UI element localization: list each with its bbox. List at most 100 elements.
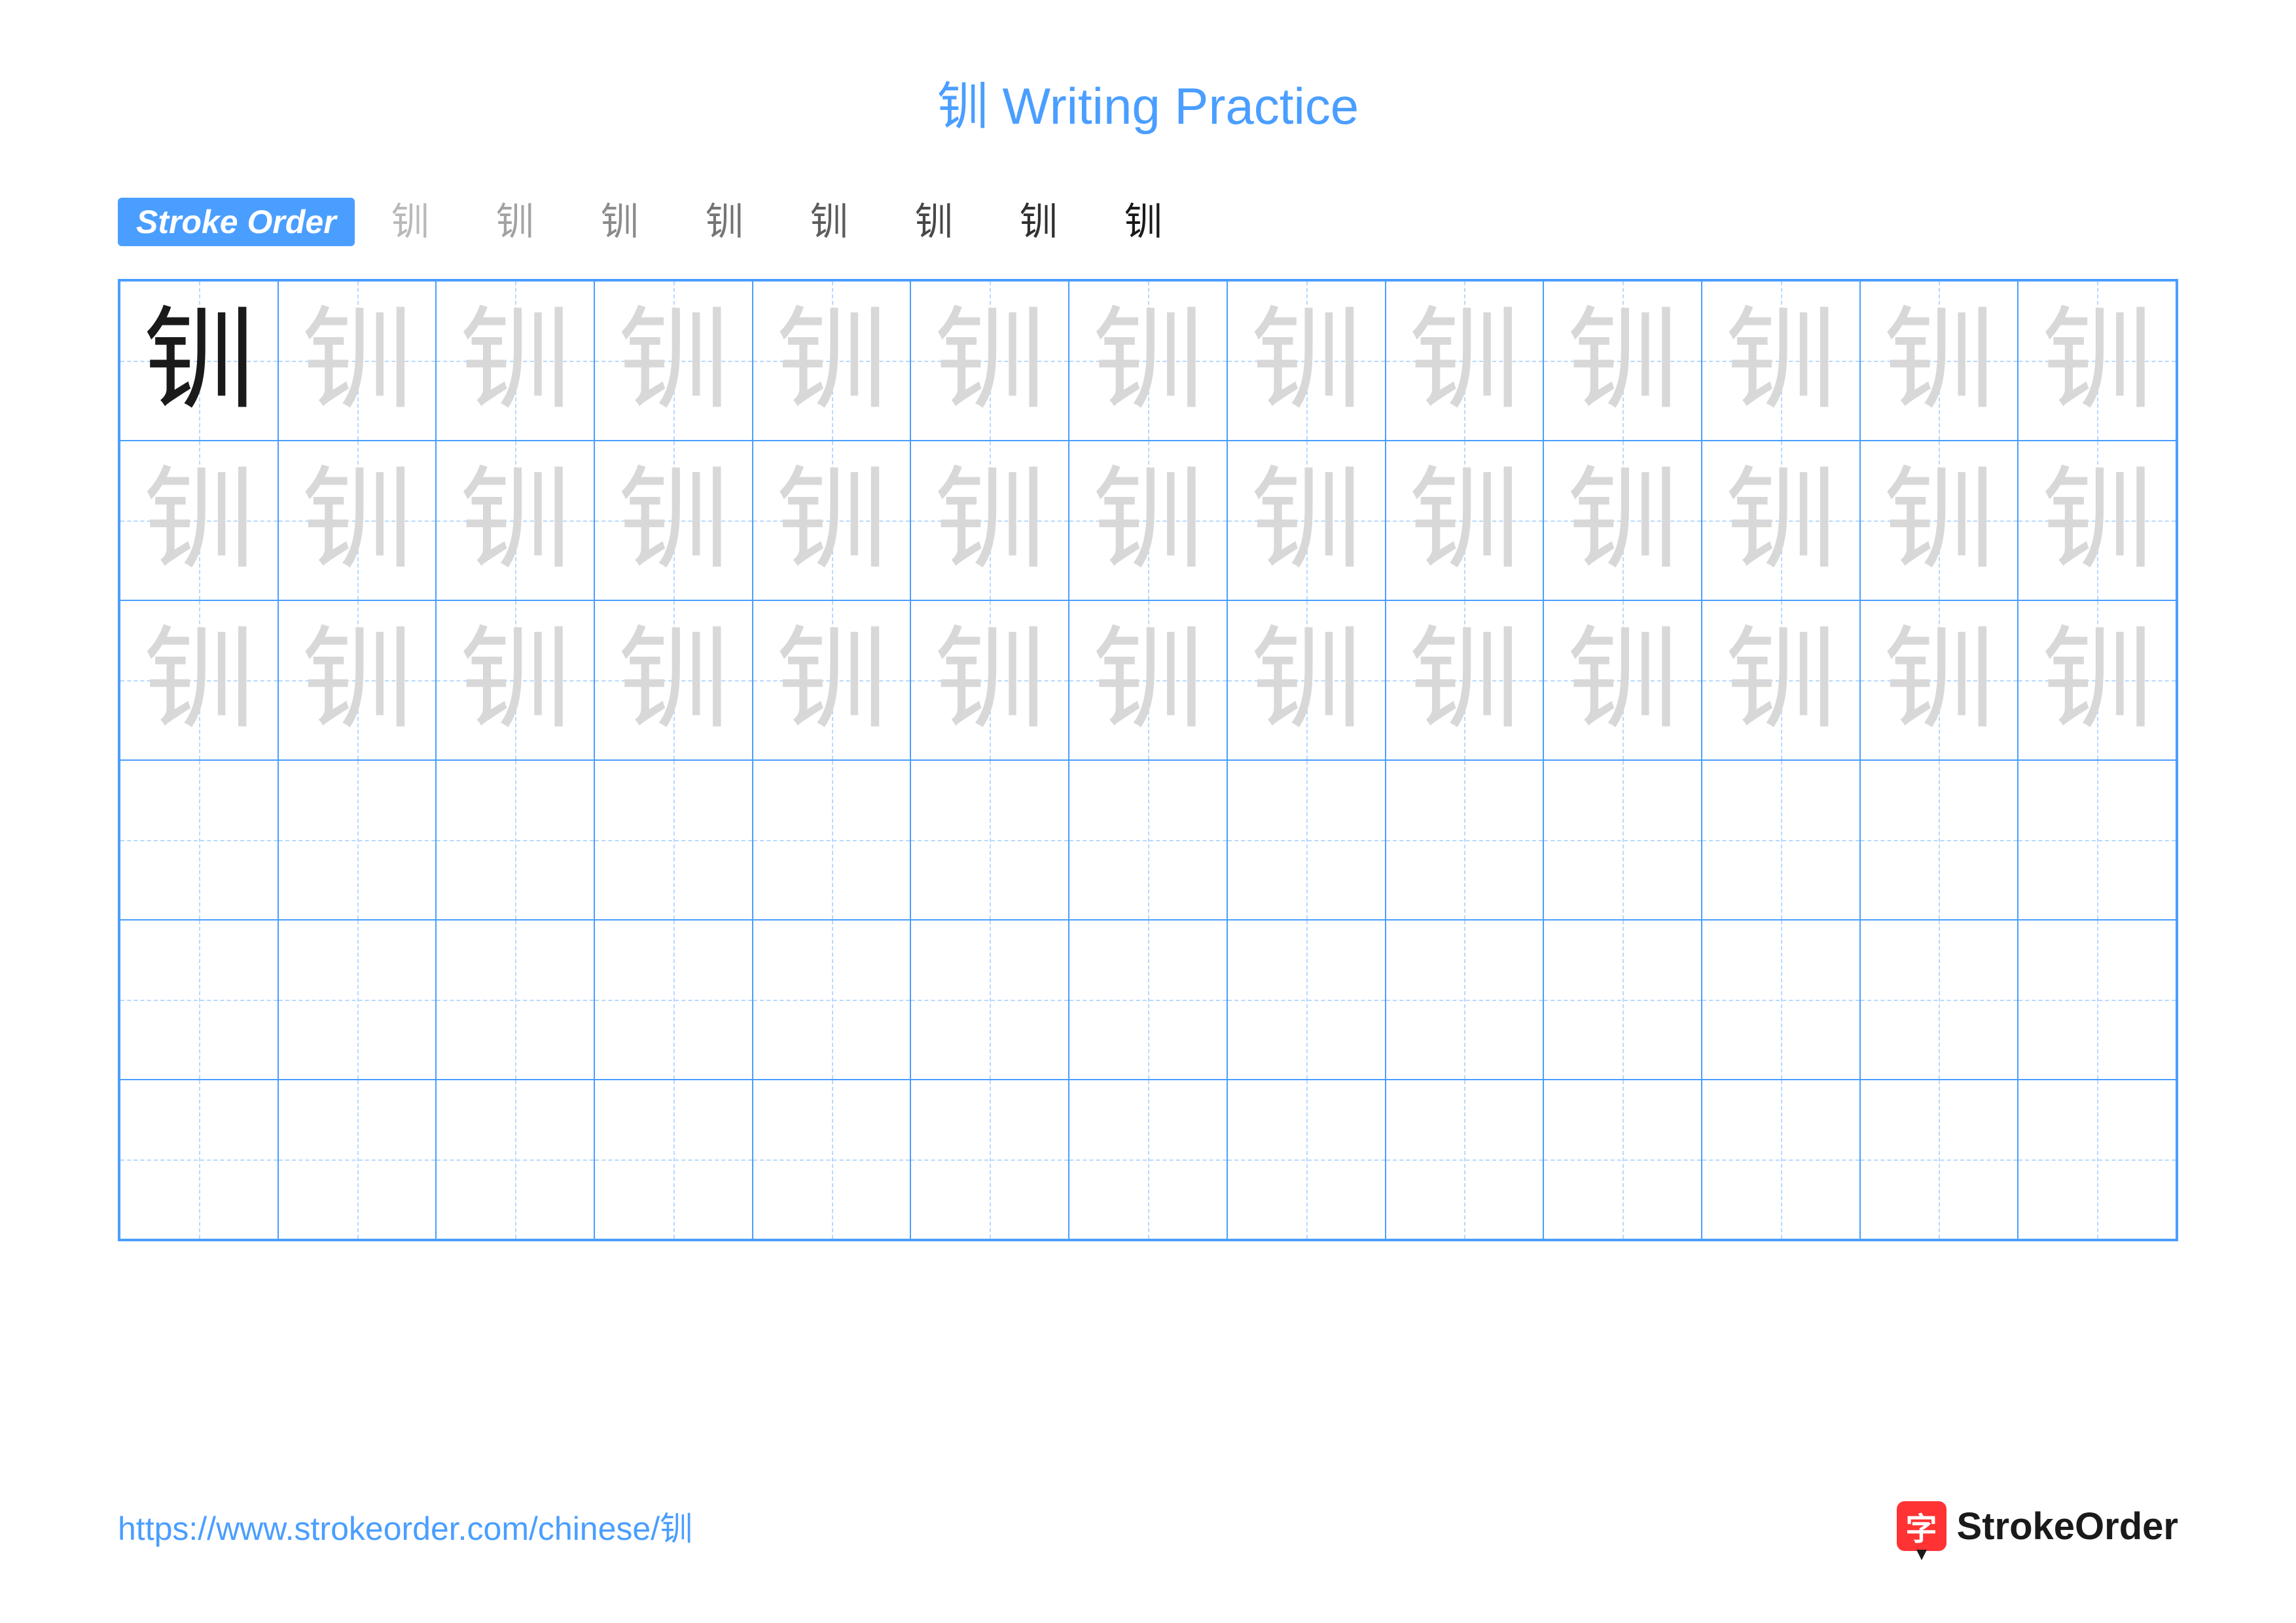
practice-char: 钏 [2041, 465, 2153, 576]
practice-cell [120, 1080, 278, 1239]
practice-char: 钏 [1408, 465, 1520, 576]
practice-cell [1543, 920, 1702, 1080]
practice-cell: 钏 [753, 441, 911, 600]
practice-cell: 钏 [1543, 281, 1702, 441]
footer: https://www.strokeorder.com/chinese/钏 字 … [118, 1501, 2178, 1551]
practice-cell [1227, 920, 1386, 1080]
practice-cell [2018, 760, 2176, 920]
practice-cell: 钏 [120, 441, 278, 600]
practice-char: 钏 [618, 305, 729, 416]
practice-char: 钏 [302, 625, 413, 736]
practice-cell [1227, 1080, 1386, 1239]
practice-cell [1702, 920, 1860, 1080]
practice-char: 钏 [1725, 625, 1837, 736]
practice-cell [910, 920, 1069, 1080]
practice-cell: 钏 [1069, 281, 1227, 441]
practice-cell: 钏 [436, 281, 594, 441]
practice-cell: 钏 [753, 600, 911, 760]
practice-cell [1702, 1080, 1860, 1239]
practice-cell: 钏 [1227, 600, 1386, 760]
stroke-order-label: Stroke Order [118, 198, 355, 246]
practice-cell [436, 760, 594, 920]
practice-cell: 钏 [2018, 600, 2176, 760]
stroke-order-steps: 钏钏钏钏钏钏钏钏 [381, 203, 1173, 241]
practice-char: 钏 [1092, 625, 1204, 736]
logo: 字 StrokeOrder [1897, 1501, 2178, 1551]
practice-cell: 钏 [910, 281, 1069, 441]
practice-cell: 钏 [2018, 281, 2176, 441]
practice-cell [753, 1080, 911, 1239]
practice-cell [753, 920, 911, 1080]
practice-cell [1386, 760, 1544, 920]
practice-cell [1543, 1080, 1702, 1239]
practice-char: 钏 [1092, 305, 1204, 416]
practice-char: 钏 [1725, 465, 1837, 576]
title-char: 钏 [937, 77, 988, 135]
practice-cell [1386, 920, 1544, 1080]
practice-cell: 钏 [278, 281, 437, 441]
practice-char: 钏 [143, 465, 255, 576]
practice-cell: 钏 [594, 600, 753, 760]
practice-char: 钏 [1883, 625, 1994, 736]
stroke-step-6: 钏 [905, 203, 963, 241]
practice-char: 钏 [143, 305, 255, 416]
practice-cell [594, 1080, 753, 1239]
practice-char: 钏 [1251, 305, 1362, 416]
stroke-step-2: 钏 [486, 203, 545, 241]
practice-char: 钏 [302, 305, 413, 416]
practice-cell: 钏 [910, 441, 1069, 600]
practice-char: 钏 [934, 465, 1045, 576]
practice-cell: 钏 [1227, 281, 1386, 441]
practice-grid: 钏钏钏钏钏钏钏钏钏钏钏钏钏钏钏钏钏钏钏钏钏钏钏钏钏钏钏钏钏钏钏钏钏钏钏钏钏钏钏 [118, 279, 2178, 1241]
practice-cell: 钏 [436, 600, 594, 760]
practice-cell [753, 760, 911, 920]
practice-cell [1860, 760, 2018, 920]
practice-cell [594, 760, 753, 920]
practice-char: 钏 [2041, 305, 2153, 416]
source-url-link[interactable]: https://www.strokeorder.com/chinese/钏 [118, 1503, 692, 1550]
stroke-step-1: 钏 [381, 203, 440, 241]
practice-cell: 钏 [1702, 281, 1860, 441]
practice-cell [2018, 1080, 2176, 1239]
practice-cell [278, 920, 437, 1080]
practice-cell: 钏 [1386, 600, 1544, 760]
practice-cell: 钏 [1702, 600, 1860, 760]
practice-cell: 钏 [1069, 441, 1227, 600]
practice-cell [2018, 920, 2176, 1080]
practice-cell [1386, 1080, 1544, 1239]
stroke-step-5: 钏 [800, 203, 859, 241]
practice-cell: 钏 [910, 600, 1069, 760]
practice-cell [120, 920, 278, 1080]
practice-char: 钏 [934, 305, 1045, 416]
practice-char: 钏 [618, 625, 729, 736]
practice-char: 钏 [618, 465, 729, 576]
practice-char: 钏 [1251, 625, 1362, 736]
stroke-step-8: 钏 [1114, 203, 1173, 241]
practice-char: 钏 [143, 625, 255, 736]
practice-cell: 钏 [2018, 441, 2176, 600]
practice-cell: 钏 [1860, 441, 2018, 600]
practice-cell [278, 1080, 437, 1239]
practice-cell [120, 760, 278, 920]
practice-cell: 钏 [1860, 600, 2018, 760]
practice-cell [594, 920, 753, 1080]
practice-cell [278, 760, 437, 920]
practice-char: 钏 [1567, 625, 1678, 736]
practice-cell [1069, 920, 1227, 1080]
practice-cell [1069, 1080, 1227, 1239]
practice-char: 钏 [1883, 305, 1994, 416]
practice-char: 钏 [459, 465, 571, 576]
practice-char: 钏 [459, 305, 571, 416]
practice-cell: 钏 [120, 600, 278, 760]
practice-char: 钏 [1883, 465, 1994, 576]
practice-char: 钏 [1567, 465, 1678, 576]
practice-cell: 钏 [1702, 441, 1860, 600]
practice-char: 钏 [1408, 625, 1520, 736]
practice-cell [1543, 760, 1702, 920]
practice-cell [436, 1080, 594, 1239]
practice-char: 钏 [776, 305, 888, 416]
practice-char: 钏 [776, 465, 888, 576]
practice-cell: 钏 [594, 441, 753, 600]
practice-cell [1860, 1080, 2018, 1239]
title-suffix: Writing Practice [988, 77, 1359, 135]
